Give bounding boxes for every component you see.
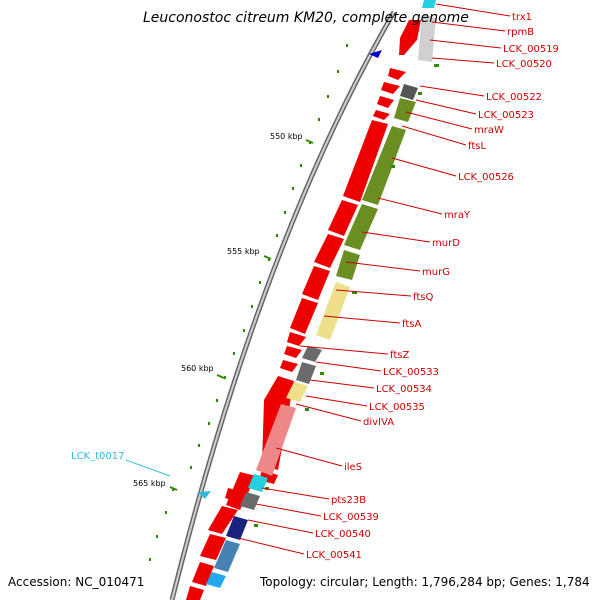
gene-connector — [431, 57, 495, 64]
backbone-ring — [169, 10, 397, 600]
gene-connector — [405, 111, 473, 130]
gene-connector — [295, 403, 362, 422]
trna-connector — [125, 459, 171, 477]
gene-connector — [309, 379, 375, 389]
gene-label: mraW — [474, 125, 504, 136]
gene-connector — [345, 261, 421, 272]
gene-label: ftsQ — [413, 292, 433, 303]
scale-label: 565 kbp — [133, 479, 166, 488]
gene-connector — [415, 99, 477, 115]
gene-label: LCK_00523 — [478, 110, 534, 121]
gene-connector — [401, 125, 467, 146]
gene-label: murD — [432, 238, 460, 249]
accession-text: Accession: NC_010471 — [8, 575, 144, 589]
gene-connector — [323, 315, 401, 324]
gene-connector — [247, 519, 314, 534]
gene-label: LCK_00526 — [458, 172, 514, 183]
label-connectors — [125, 3, 511, 555]
gene-connector — [435, 3, 511, 17]
gene-connector — [255, 503, 322, 517]
gene-label: ileS — [344, 462, 362, 473]
gene-label: divIVA — [363, 417, 394, 428]
gene-label: murG — [422, 267, 450, 278]
gene-connector — [305, 395, 368, 407]
gene-connector — [275, 447, 343, 467]
scale-ticks — [169, 139, 314, 491]
gene-connector — [315, 361, 382, 372]
gene-label: mraY — [444, 210, 471, 221]
gene-label: LCK_00520 — [496, 59, 552, 70]
gene-label: ftsZ — [390, 350, 409, 361]
gene-label: LCK_00535 — [369, 402, 425, 413]
gene-connector — [299, 345, 389, 355]
map-title: Leuconostoc citreum KM20, complete genom… — [143, 10, 469, 26]
gene-connector — [429, 39, 502, 49]
scale-label: 560 kbp — [181, 364, 214, 373]
gene-label: ftsL — [468, 141, 486, 152]
direction-arrow-bottom — [197, 491, 211, 499]
scale-label: 550 kbp — [270, 132, 303, 141]
gene-label: LCK_00541 — [306, 550, 362, 561]
gene-label: LCK_00522 — [486, 92, 542, 103]
scale-label: 555 kbp — [227, 247, 260, 256]
scale-labels: 550 kbp 555 kbp 560 kbp 565 kbp — [133, 132, 303, 488]
gene-label: LCK_00533 — [383, 367, 439, 378]
gene-connector — [391, 157, 457, 177]
gene-label: LCK_00534 — [376, 384, 432, 395]
gene-label: ftsA — [402, 319, 421, 330]
trna-label: LCK_t0017 — [71, 451, 124, 462]
cog-features — [206, 0, 436, 588]
gc-track-dots — [149, 44, 348, 561]
gene-connector — [431, 21, 506, 32]
gene-connector — [419, 85, 485, 97]
gene-labels: trx1 rpmB LCK_00519 LCK_00520 LCK_00522 … — [306, 12, 559, 561]
gene-label: trx1 — [512, 12, 532, 23]
gene-label: rpmB — [507, 27, 534, 38]
gene-connector — [261, 487, 330, 500]
gene-connector — [377, 197, 443, 215]
direction-arrow-top — [369, 50, 382, 58]
gene-label: LCK_00519 — [503, 44, 559, 55]
gene-connector — [335, 289, 412, 297]
gene-label: LCK_00540 — [315, 529, 371, 540]
genome-summary-text: Topology: circular; Length: 1,796,284 bp… — [259, 575, 590, 589]
gene-connector — [237, 537, 305, 555]
gene-label: pts23B — [331, 495, 366, 506]
gene-label: LCK_00539 — [323, 512, 379, 523]
gene-connector — [361, 231, 431, 243]
